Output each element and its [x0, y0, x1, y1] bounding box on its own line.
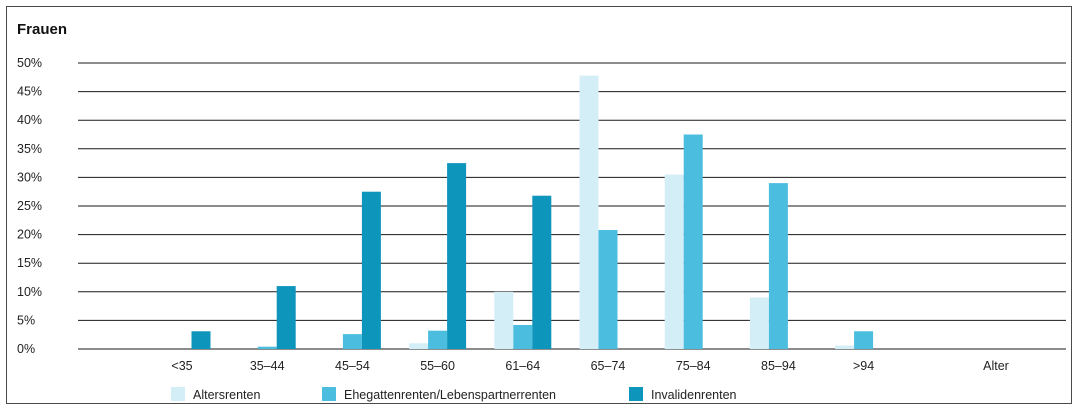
bar-altersrenten-4	[494, 291, 514, 349]
bar-ehegattenrenten-lebenspartnerrenten-8	[854, 331, 874, 349]
bar-ehegattenrenten-lebenspartnerrenten-6	[683, 134, 703, 349]
legend-label: Ehegattenrenten/Lebenspartnerrenten	[344, 388, 556, 402]
chart-frame: Frauen 0% 5% 10% 15% 20% 25% 30% 35% 40% 45% 50% <…	[6, 6, 1072, 404]
legend: Altersrenten Ehegattenrenten/Lebenspartne…	[171, 387, 737, 402]
y-tick-label: 45%	[17, 85, 42, 99]
y-tick-label: 30%	[17, 170, 42, 184]
bar-ehegattenrenten-lebenspartnerrenten-7	[768, 183, 788, 349]
legend-label: Invalidenrenten	[651, 388, 737, 402]
chart-svg: Frauen 0% 5% 10% 15% 20% 25% 30% 35% 40% 45% 50% <…	[17, 21, 1066, 402]
y-tick-label: 10%	[17, 285, 42, 299]
chart-title: Frauen	[17, 21, 67, 38]
bar-altersrenten-3	[409, 343, 429, 349]
y-tick-label: 15%	[17, 256, 42, 270]
y-tick-label: 25%	[17, 199, 42, 213]
x-tick-label: 61–64	[505, 359, 540, 373]
y-tick-label: 5%	[17, 313, 35, 327]
y-tick-label: 40%	[17, 113, 42, 127]
bars	[191, 75, 874, 350]
x-tick-label: 45–54	[335, 359, 370, 373]
x-tick-label: 65–74	[591, 359, 626, 373]
x-tick-label: 85–94	[761, 359, 796, 373]
y-tick-label: 50%	[17, 56, 42, 70]
y-tick-label: 35%	[17, 142, 42, 156]
legend-swatch	[171, 387, 185, 401]
gridlines	[78, 62, 1066, 350]
bar-ehegattenrenten-lebenspartnerrenten-4	[513, 324, 533, 349]
bar-invalidenrenten-3	[447, 163, 467, 349]
legend-swatch	[322, 387, 336, 401]
bar-altersrenten-5	[579, 75, 599, 350]
bar-ehegattenrenten-lebenspartnerrenten-1	[257, 346, 277, 349]
bar-invalidenrenten-0	[191, 331, 211, 349]
x-tick-label: <35	[171, 359, 192, 373]
bar-altersrenten-6	[664, 174, 684, 349]
bar-invalidenrenten-4	[532, 195, 552, 349]
x-tick-label: 75–84	[676, 359, 711, 373]
legend-swatch	[629, 387, 643, 401]
bar-altersrenten-8	[835, 345, 855, 349]
bar-ehegattenrenten-lebenspartnerrenten-3	[428, 330, 448, 349]
y-tick-label: 20%	[17, 228, 42, 242]
x-tick-label: >94	[853, 359, 874, 373]
bar-ehegattenrenten-lebenspartnerrenten-5	[598, 230, 618, 349]
x-tick-label: 55–60	[420, 359, 455, 373]
bar-ehegattenrenten-lebenspartnerrenten-2	[342, 334, 362, 349]
y-tick-label: 0%	[17, 342, 35, 356]
bar-altersrenten-7	[749, 297, 769, 349]
legend-label: Altersrenten	[193, 388, 260, 402]
x-axis-ticks: <35 35–44 45–54 55–60 61–64 65–74 75–84 85–94 >9…	[171, 359, 874, 373]
bar-invalidenrenten-2	[361, 191, 381, 349]
y-axis-ticks: 0% 5% 10% 15% 20% 25% 30% 35% 40% 45% 50%	[17, 56, 42, 356]
bar-invalidenrenten-1	[276, 286, 296, 349]
x-axis-label: Alter	[983, 359, 1009, 373]
x-tick-label: 35–44	[250, 359, 285, 373]
